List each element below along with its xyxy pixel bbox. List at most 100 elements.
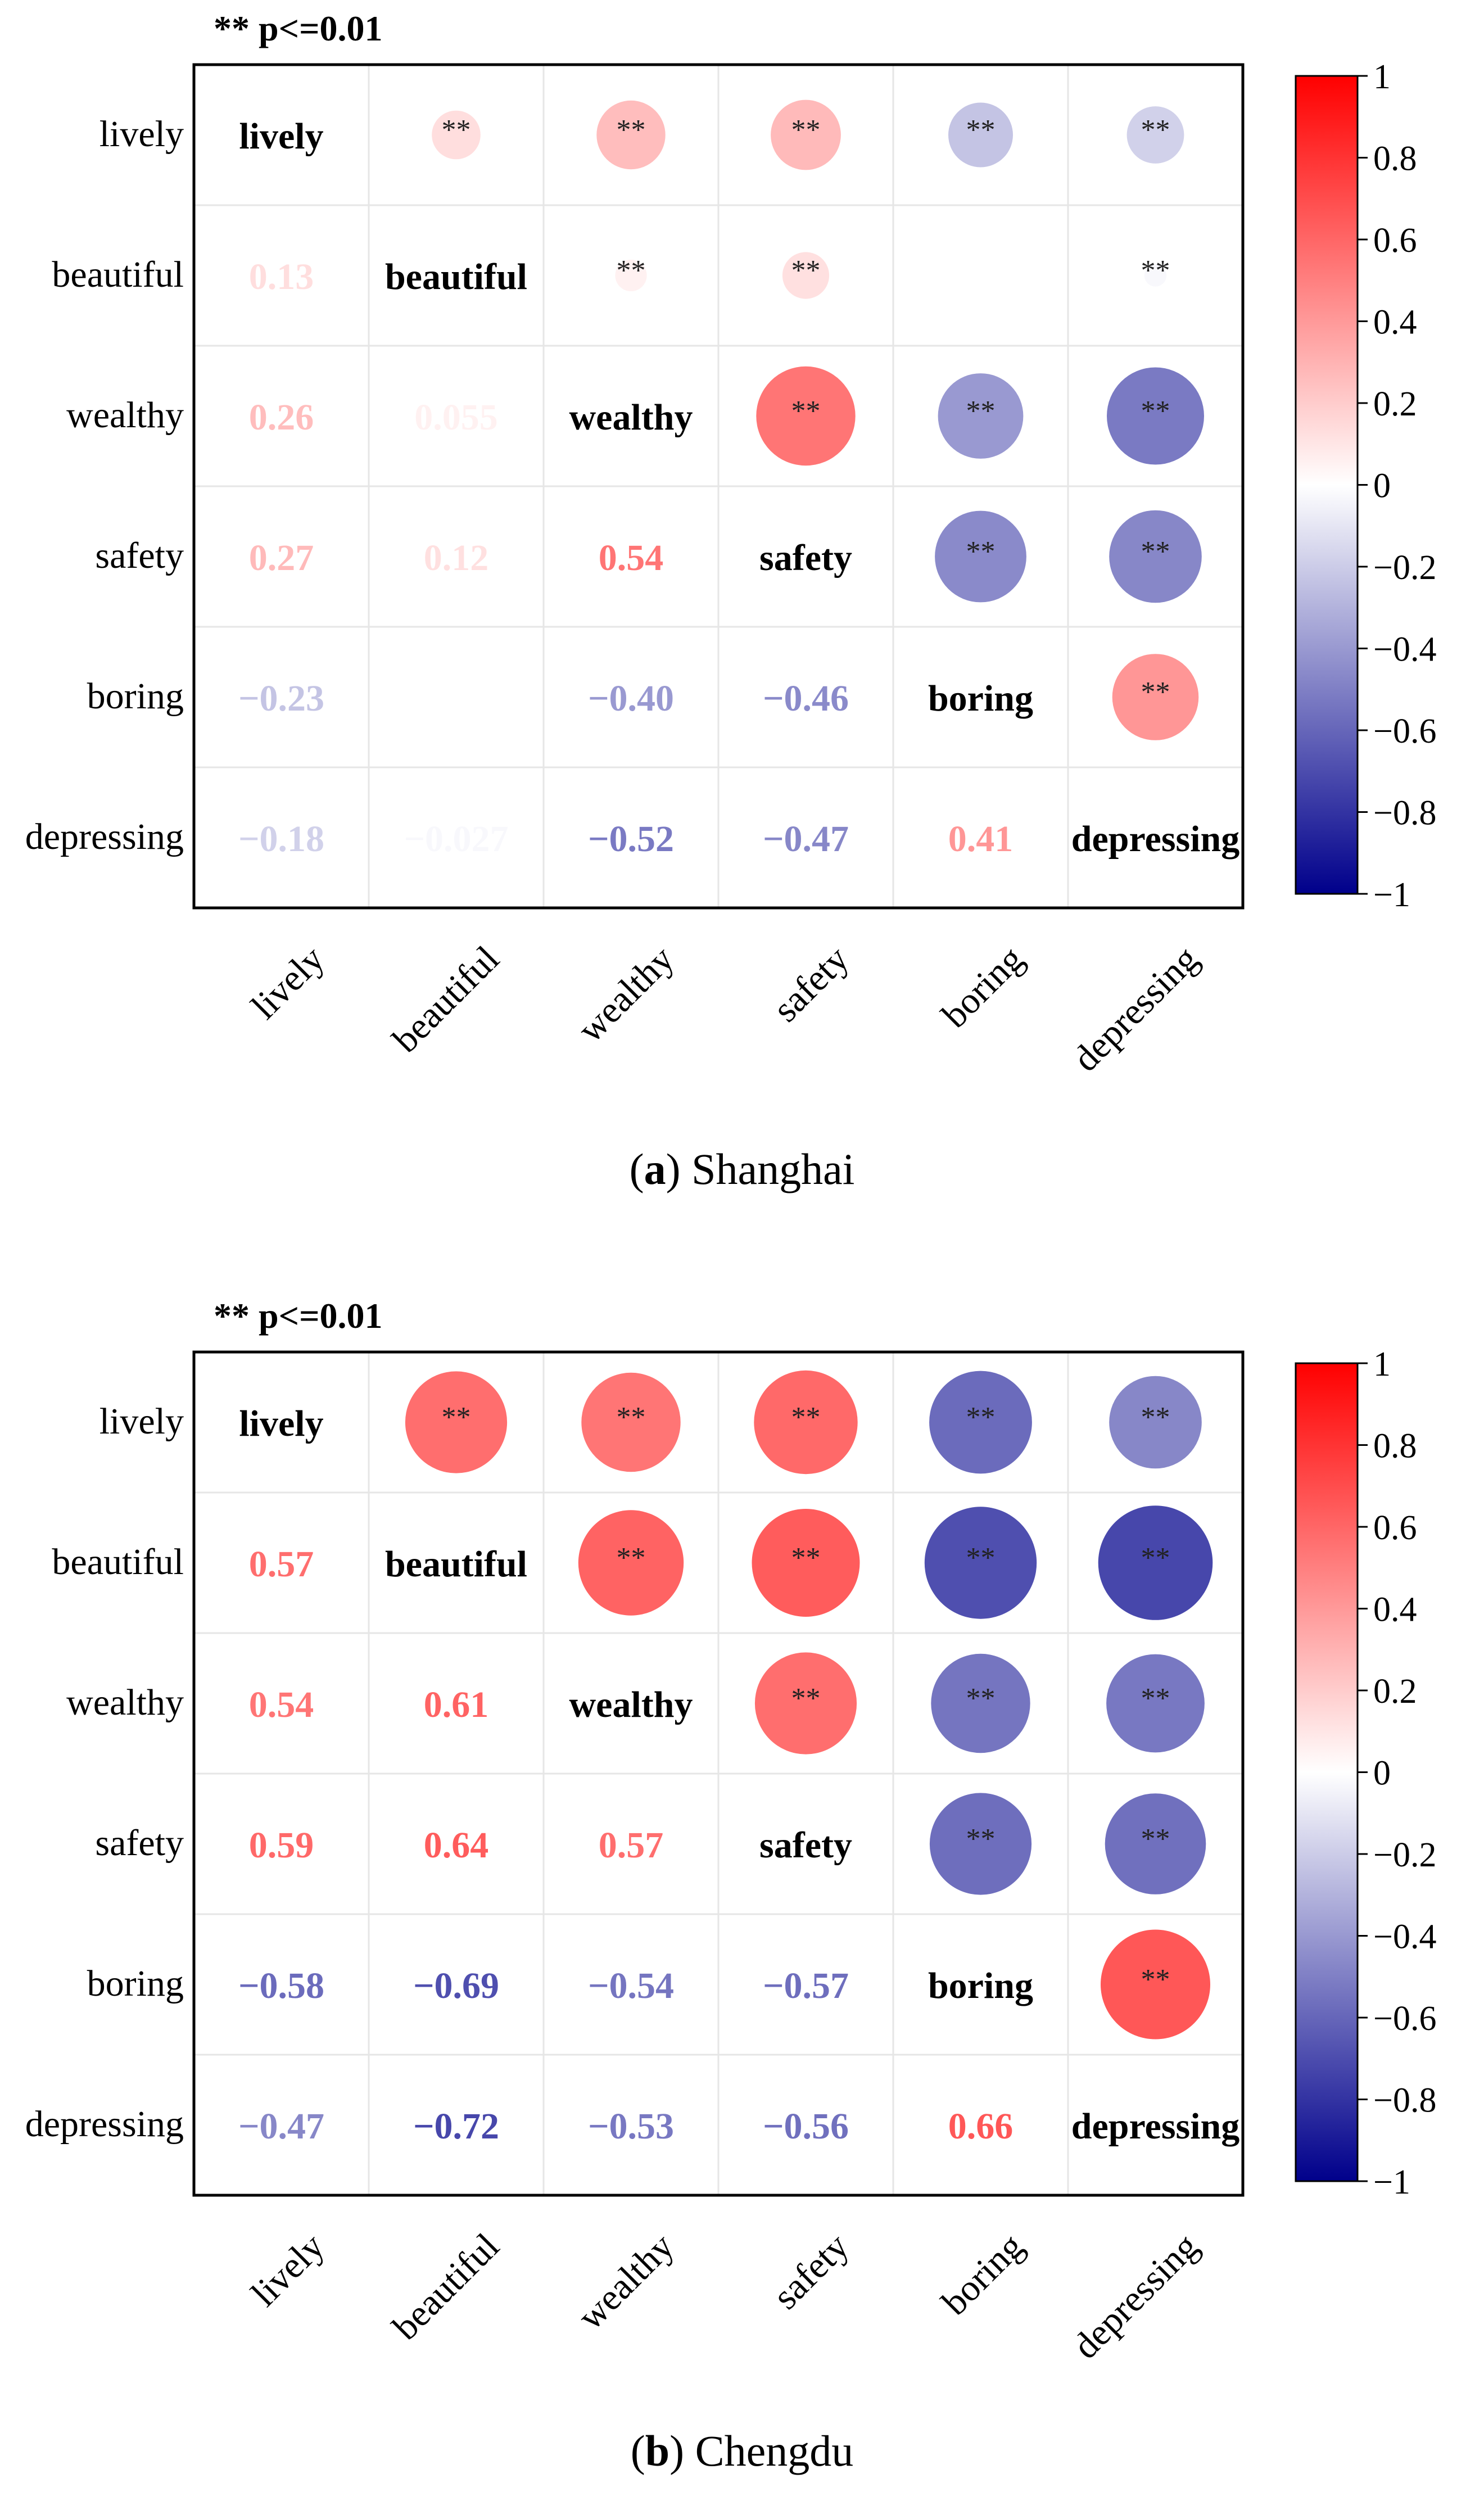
coef-label: 0.41 — [948, 819, 1014, 860]
coef-label: −0.69 — [413, 1965, 499, 2006]
grid-border — [192, 1350, 1245, 2197]
colorbar-tick-label: −1 — [1373, 876, 1410, 914]
coef-label: −0.40 — [588, 678, 674, 719]
correlation-chart-shanghai: ** p<=0.01 lively ** ** ** ** ** 0.13 beautiful *… — [25, 8, 1437, 1079]
coef-label: −0.58 — [238, 1965, 324, 2006]
significance-mark: ** — [1141, 676, 1170, 708]
corr-circle — [771, 100, 841, 170]
row-label-lively: lively — [99, 114, 184, 155]
significance-mark: ** — [442, 1401, 471, 1434]
significance-note: ** p<=0.01 — [214, 8, 383, 48]
row-label-beautiful: beautiful — [52, 1541, 184, 1582]
significance-mark: ** — [617, 255, 646, 287]
significance-mark: ** — [1141, 255, 1170, 287]
corr-circle — [924, 1507, 1037, 1619]
col-label-safety: safety — [765, 2226, 857, 2317]
coef-label: 0.57 — [249, 1544, 314, 1585]
corr-circle — [935, 510, 1026, 603]
col-label-lively: lively — [243, 2226, 332, 2314]
corr-circle — [405, 1371, 508, 1473]
row-label-boring: boring — [87, 676, 184, 717]
colorbar-tick-label: 1 — [1373, 1345, 1391, 1383]
row-label-safety: safety — [95, 1823, 184, 1864]
significance-mark: ** — [1141, 1401, 1170, 1434]
colorbar-tick-label: −1 — [1373, 2163, 1410, 2201]
diagonal-label-beautiful: beautiful — [385, 1544, 527, 1585]
significance-mark: ** — [442, 114, 471, 146]
caption-chengdu: (b) Chengdu — [630, 2426, 854, 2475]
significance-mark: ** — [791, 1401, 821, 1434]
corr-circle — [938, 373, 1024, 459]
col-label-safety: safety — [765, 938, 857, 1030]
corr-circle — [929, 1371, 1032, 1474]
coef-label: −0.53 — [588, 2106, 674, 2147]
corr-circle — [948, 102, 1013, 168]
colorbar-tick-label: −0.6 — [1373, 2000, 1436, 2038]
coef-label: −0.47 — [238, 2106, 324, 2147]
diagonal-label-depressing: depressing — [1071, 2106, 1240, 2147]
coef-label: 0.055 — [414, 397, 498, 438]
row-label-wealthy: wealthy — [66, 395, 184, 436]
colorbar-tick-label: −0.2 — [1373, 1836, 1436, 1874]
diagonal-label-boring: boring — [928, 678, 1033, 719]
coef-label: 0.26 — [249, 397, 314, 438]
significance-mark: ** — [966, 1683, 996, 1715]
coef-label: −0.56 — [763, 2106, 849, 2147]
coef-label: −0.027 — [404, 819, 508, 860]
col-label-boring: boring — [934, 2226, 1031, 2323]
colorbar-tick-label: −0.4 — [1373, 1918, 1436, 1956]
colorbar-tick-label: 0 — [1373, 1755, 1391, 1793]
significance-mark: ** — [1141, 1683, 1170, 1715]
significance-mark: ** — [617, 1542, 646, 1574]
significance-mark: ** — [966, 1542, 996, 1574]
col-label-beautiful: beautiful — [385, 2226, 507, 2348]
significance-mark: ** — [1141, 1823, 1170, 1855]
diagonal-label-beautiful: beautiful — [385, 256, 527, 297]
corr-circle — [432, 110, 481, 160]
diagonal-label-wealthy: wealthy — [569, 1684, 693, 1725]
row-label-beautiful: beautiful — [52, 254, 184, 295]
row-label-lively: lively — [99, 1401, 184, 1442]
corr-circle — [782, 252, 830, 299]
significance-mark: ** — [617, 114, 646, 146]
corr-circle — [578, 1510, 684, 1616]
significance-mark: ** — [966, 1401, 996, 1434]
corr-circle — [1101, 1929, 1210, 2040]
col-label-boring: boring — [934, 938, 1031, 1036]
coef-label: 0.27 — [249, 537, 314, 578]
significance-mark: ** — [1141, 1542, 1170, 1574]
row-label-depressing: depressing — [25, 2104, 184, 2145]
significance-mark: ** — [966, 1823, 996, 1855]
coef-label: −0.54 — [588, 1965, 674, 2006]
diagonal-label-lively: lively — [239, 116, 323, 157]
coef-label: 0.54 — [249, 1684, 314, 1725]
corr-circle — [1109, 1376, 1202, 1469]
significance-mark: ** — [791, 255, 821, 287]
coef-label: −0.57 — [763, 1965, 849, 2006]
coef-label: 0.13 — [249, 256, 314, 297]
diagonal-label-safety: safety — [759, 1825, 852, 1866]
corr-circle — [754, 1652, 857, 1755]
diagonal-label-wealthy: wealthy — [569, 397, 693, 438]
coef-label: 0.54 — [599, 537, 664, 578]
diagonal-label-safety: safety — [759, 537, 852, 578]
colorbar-tick-label: −0.8 — [1373, 794, 1436, 833]
colorbar-tick-label: −0.2 — [1373, 549, 1436, 587]
colorbar-tick-label: −0.6 — [1373, 712, 1436, 750]
significance-note: ** p<=0.01 — [214, 1296, 383, 1336]
coef-label: −0.52 — [588, 819, 674, 860]
corr-circle — [596, 100, 666, 170]
significance-mark: ** — [1141, 1964, 1170, 1996]
corr-circle — [1126, 106, 1184, 164]
col-label-beautiful: beautiful — [385, 938, 507, 1060]
significance-mark: ** — [1141, 114, 1170, 146]
colorbar-tick-label: 0.2 — [1373, 385, 1417, 423]
col-label-depressing: depressing — [1065, 938, 1206, 1079]
coef-label: 0.61 — [424, 1684, 489, 1725]
corr-circle — [754, 1370, 858, 1475]
significance-mark: ** — [966, 395, 996, 427]
significance-mark: ** — [1141, 395, 1170, 427]
colorbar-tick-label: 0.6 — [1373, 221, 1417, 260]
significance-mark: ** — [617, 1401, 646, 1434]
colorbar-tick-label: 0.8 — [1373, 140, 1417, 178]
